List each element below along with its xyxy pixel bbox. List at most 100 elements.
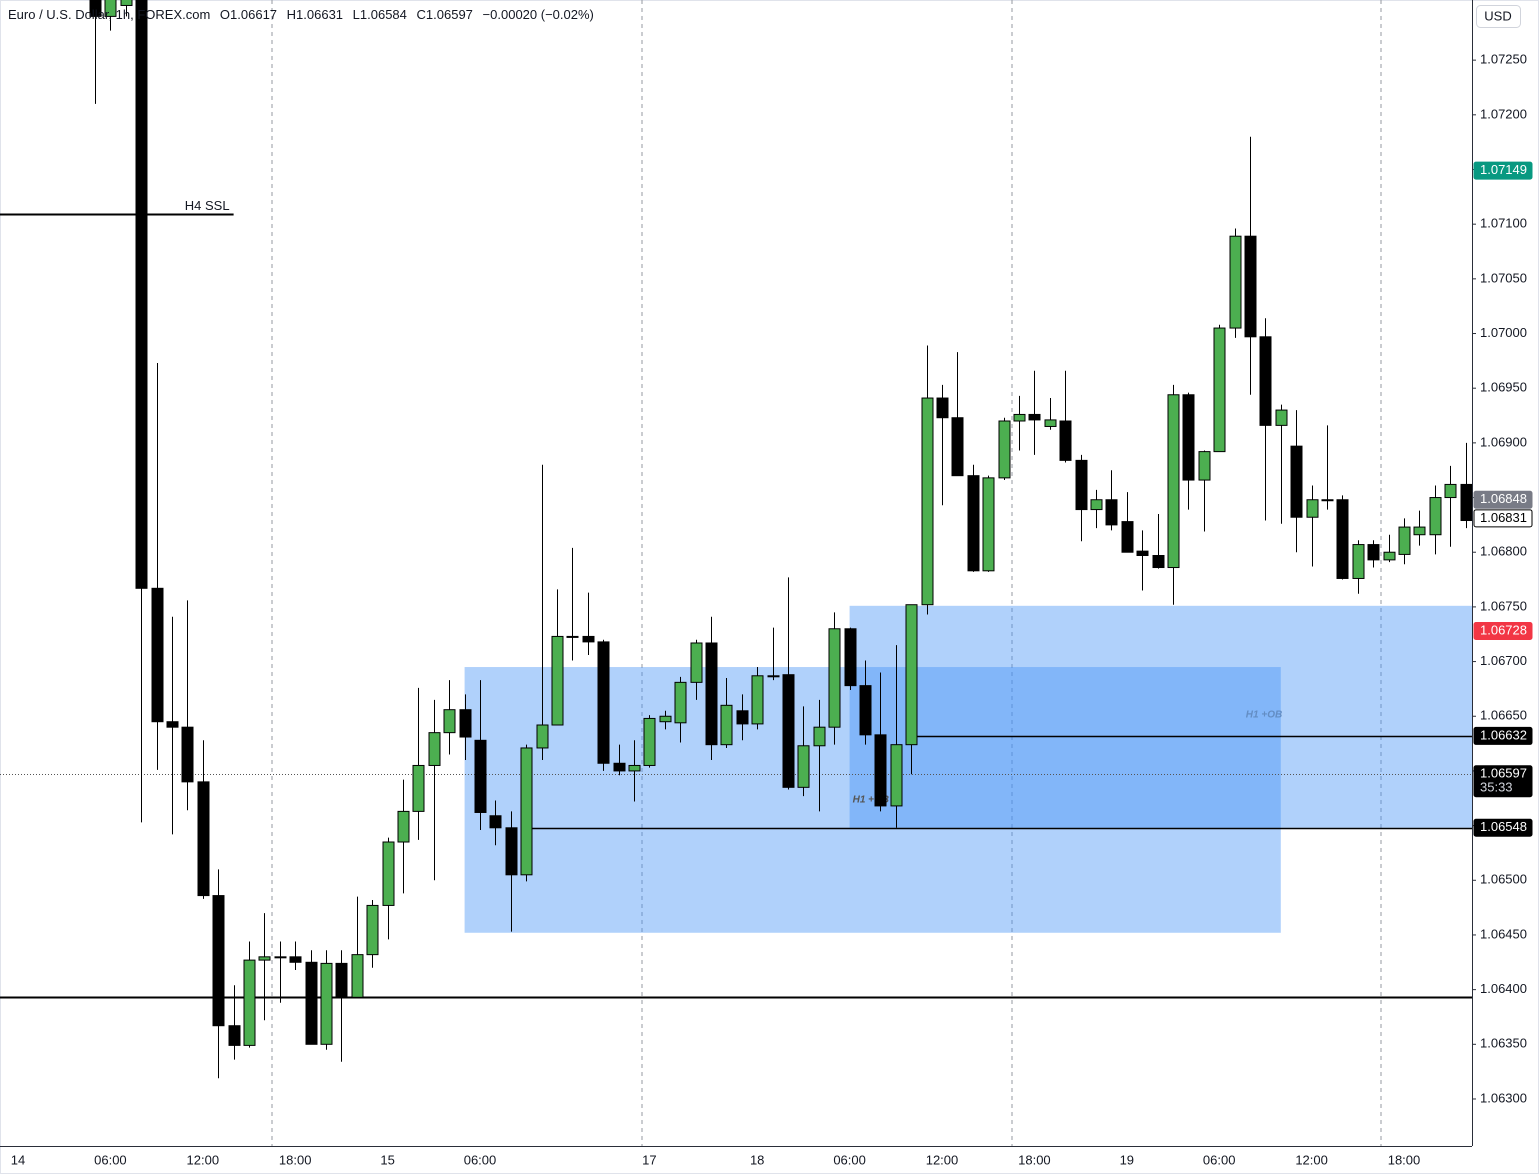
countdown-label: 35:33 xyxy=(1480,780,1513,795)
candle-body xyxy=(828,628,841,728)
candle-body xyxy=(1383,551,1396,561)
candle-body xyxy=(1090,499,1103,511)
candle-body xyxy=(751,675,764,725)
candle-body xyxy=(289,956,302,963)
candle-body xyxy=(1275,409,1288,426)
candle-body xyxy=(1105,499,1118,526)
candle-body xyxy=(874,734,887,807)
candle-body xyxy=(258,956,271,961)
currency-button[interactable] xyxy=(1476,5,1521,28)
x-tick-label: 15 xyxy=(380,1152,394,1167)
y-tick-label: 1.06950 xyxy=(1480,380,1527,395)
x-tick-label: 18 xyxy=(750,1152,764,1167)
y-tick-label: 1.06750 xyxy=(1480,598,1527,613)
candle-body xyxy=(797,745,810,788)
axes: 1.072501.072001.071501.071001.070501.070… xyxy=(11,52,1533,1167)
price-label: 1.06597 xyxy=(1480,766,1527,781)
x-tick-label: 18:00 xyxy=(1018,1152,1051,1167)
candle-body xyxy=(936,397,949,419)
y-tick-label: 1.07100 xyxy=(1480,216,1527,231)
y-tick-label: 1.06900 xyxy=(1480,434,1527,449)
x-tick-label: 06:00 xyxy=(1203,1152,1236,1167)
candle-body xyxy=(844,628,857,687)
symbol-title: Euro / U.S. Dollar, 1h, FOREX.com xyxy=(8,7,210,22)
candle-body xyxy=(951,417,964,477)
candle-body xyxy=(1290,445,1303,518)
y-tick-label: 1.06500 xyxy=(1480,872,1527,887)
y-tick-label: 1.06700 xyxy=(1480,653,1527,668)
x-tick-label: 17 xyxy=(642,1152,656,1167)
candle-body xyxy=(674,681,687,724)
candle-body xyxy=(1198,451,1211,481)
price-label-box xyxy=(1473,765,1533,798)
zone-label: H1 +OB xyxy=(853,794,889,805)
candle-body xyxy=(1244,235,1257,338)
y-tick-label: 1.06800 xyxy=(1480,544,1527,559)
candle-body xyxy=(1321,499,1334,502)
candle-body xyxy=(366,904,379,956)
candle-body xyxy=(1306,499,1319,518)
candle-body xyxy=(1229,235,1242,329)
price-label-box xyxy=(1473,726,1533,745)
candle-body xyxy=(998,420,1011,479)
candle-body xyxy=(1429,497,1442,536)
levels: H4 SSL xyxy=(0,198,1472,999)
x-tick-label: 06:00 xyxy=(833,1152,866,1167)
legend-header: Euro / U.S. Dollar, 1h, FOREX.com O1.066… xyxy=(8,7,594,22)
price-label-box xyxy=(1473,621,1533,640)
candle-body xyxy=(1352,544,1365,579)
candle-body xyxy=(597,641,610,764)
x-tick-label: 06:00 xyxy=(464,1152,497,1167)
candle-body xyxy=(520,747,533,876)
candle-body xyxy=(1059,420,1072,461)
candle-body xyxy=(212,895,225,1027)
price-label: 1.06831 xyxy=(1480,510,1527,525)
y-tick-label: 1.07000 xyxy=(1480,325,1527,340)
price-label: 1.06632 xyxy=(1480,727,1527,742)
candle-body xyxy=(536,724,549,749)
candles xyxy=(89,0,1473,1079)
y-tick-label: 1.07250 xyxy=(1480,52,1527,67)
candle-body xyxy=(628,764,641,772)
candle-body xyxy=(782,674,795,788)
candle-body xyxy=(166,721,179,728)
candle-body xyxy=(351,954,364,998)
price-label: 1.06728 xyxy=(1480,622,1527,637)
ohlc-change: −0.00020 (−0.02%) xyxy=(483,7,594,22)
candle-body xyxy=(813,726,826,747)
candle-body xyxy=(412,764,425,812)
candle-body xyxy=(397,810,410,843)
candle-body xyxy=(767,675,780,678)
x-tick-label: 18:00 xyxy=(1388,1152,1421,1167)
x-tick-label: 18:00 xyxy=(279,1152,312,1167)
y-tick-label: 1.06450 xyxy=(1480,926,1527,941)
currency-label[interactable]: USD xyxy=(1484,8,1511,23)
candle-body xyxy=(1182,394,1195,481)
x-tick-label: 12:00 xyxy=(187,1152,220,1167)
x-tick-label: 14 xyxy=(11,1152,25,1167)
ohlc-low: L1.06584 xyxy=(353,7,407,22)
y-tick-label: 1.07050 xyxy=(1480,270,1527,285)
candle-body xyxy=(582,635,595,643)
candle-body xyxy=(181,726,194,783)
x-tick-label: 06:00 xyxy=(94,1152,127,1167)
price-label: 1.06548 xyxy=(1480,819,1527,834)
candle-body xyxy=(736,710,749,725)
candle-body xyxy=(1044,419,1057,427)
candle-body xyxy=(905,604,918,746)
candle-body xyxy=(1367,544,1380,561)
candle-body xyxy=(243,959,256,1046)
level-label: H4 SSL xyxy=(185,198,230,213)
candle-body xyxy=(705,642,718,746)
ohlc-high: H1.06631 xyxy=(287,7,343,22)
price-label-box xyxy=(1473,490,1533,509)
candle-body xyxy=(982,477,995,572)
zone-label: H1 +OB xyxy=(1246,710,1282,721)
candle-body xyxy=(382,841,395,906)
candle-body xyxy=(1444,483,1457,499)
candle-body xyxy=(921,397,934,606)
candle-body xyxy=(89,0,102,17)
candle-body xyxy=(643,717,656,766)
